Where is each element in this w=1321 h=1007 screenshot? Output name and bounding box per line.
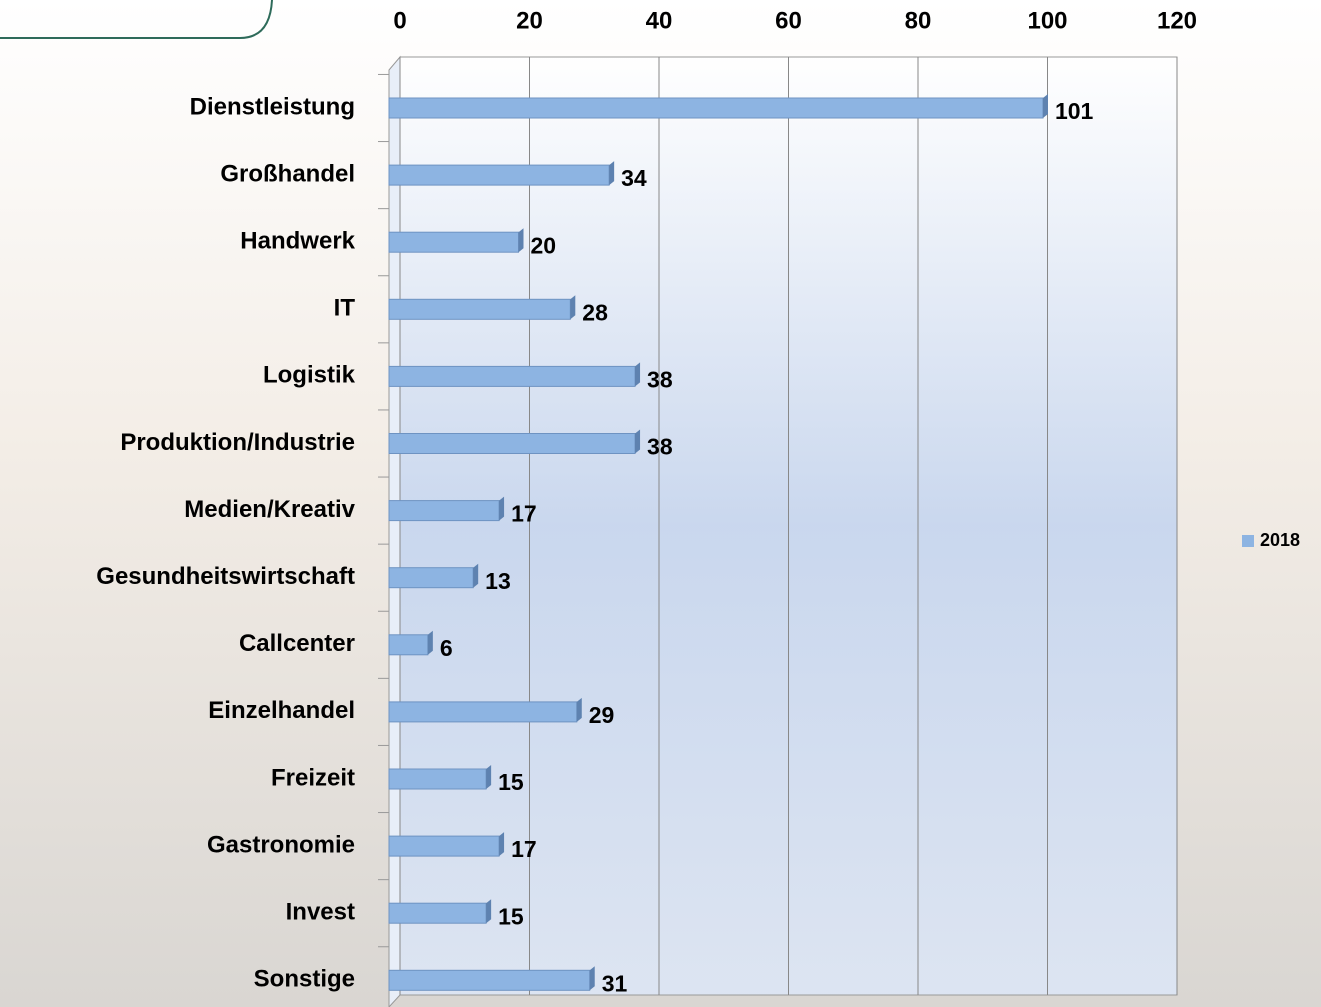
bar — [388, 500, 500, 522]
data-label: 17 — [511, 836, 537, 862]
data-label: 31 — [602, 970, 628, 996]
data-label: 34 — [621, 165, 647, 191]
x-tick-label: 120 — [1157, 7, 1197, 34]
data-label: 20 — [531, 232, 557, 258]
data-label: 38 — [647, 366, 673, 392]
corner-frame — [0, 0, 273, 39]
y-tick-label: Medien/Kreativ — [184, 496, 355, 523]
bar — [388, 567, 474, 589]
x-tick-label: 80 — [905, 7, 932, 34]
data-label: 13 — [485, 568, 511, 594]
data-label: 15 — [498, 903, 524, 929]
bar — [388, 835, 500, 857]
y-tick-label: Invest — [286, 899, 355, 926]
x-tick-label: 60 — [775, 7, 802, 34]
data-label: 38 — [647, 434, 673, 460]
bar-side — [486, 899, 492, 924]
y-tick-label: Gastronomie — [207, 831, 355, 858]
x-tick-label: 20 — [516, 7, 543, 34]
y-tick-label: Freizeit — [271, 764, 355, 791]
bar — [388, 164, 610, 186]
bar — [388, 634, 429, 656]
bar — [388, 365, 636, 387]
bar-side — [635, 362, 641, 387]
bar — [388, 768, 487, 790]
x-tick-label: 100 — [1027, 7, 1067, 34]
y-tick-label: IT — [334, 295, 356, 322]
side-wall — [388, 55, 401, 1007]
data-label: 17 — [511, 501, 537, 527]
bar-side — [635, 429, 641, 454]
y-tick-label: Dienstleistung — [190, 93, 355, 120]
bar — [388, 231, 519, 253]
data-label: 15 — [498, 769, 524, 795]
y-tick-label: Sonstige — [254, 966, 355, 993]
bar-side — [499, 496, 505, 521]
bar-side — [499, 832, 505, 857]
bar-side — [473, 563, 479, 588]
data-label: 101 — [1055, 98, 1094, 124]
y-tick-label: Callcenter — [239, 630, 355, 657]
bar-side — [427, 630, 433, 655]
y-tick-label: Handwerk — [240, 228, 355, 255]
data-label: 29 — [589, 702, 615, 728]
bar — [388, 298, 571, 320]
bar — [388, 433, 636, 454]
bar-side — [518, 228, 524, 253]
data-label: 28 — [582, 299, 608, 325]
bar-side — [609, 161, 615, 186]
y-tick-label: Einzelhandel — [208, 697, 355, 724]
y-tick-label: Gesundheitswirtschaft — [96, 563, 355, 590]
data-label: 6 — [440, 635, 453, 661]
y-tick-label: Logistik — [263, 362, 356, 389]
bar — [388, 701, 578, 723]
bar-side — [486, 765, 492, 789]
y-tick-label: Großhandel — [220, 160, 355, 187]
legend-swatch — [1242, 535, 1254, 547]
x-tick-label: 40 — [646, 7, 673, 34]
bar-side — [589, 966, 595, 991]
bar-side — [1042, 94, 1048, 118]
x-tick-label: 0 — [393, 7, 406, 34]
bar — [388, 969, 591, 991]
bar-side — [576, 697, 582, 722]
legend-label: 2018 — [1260, 530, 1300, 550]
bar — [388, 902, 487, 924]
bar — [388, 97, 1044, 119]
bar-side — [570, 295, 576, 320]
y-tick-label: Produktion/Industrie — [120, 429, 355, 456]
